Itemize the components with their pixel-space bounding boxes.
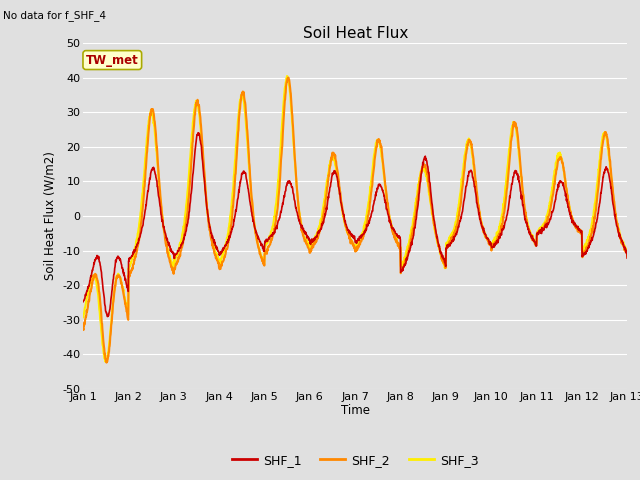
Y-axis label: Soil Heat Flux (W/m2): Soil Heat Flux (W/m2) [44,152,57,280]
Text: TW_met: TW_met [86,54,139,67]
Legend: SHF_1, SHF_2, SHF_3: SHF_1, SHF_2, SHF_3 [227,449,484,472]
X-axis label: Time: Time [340,404,370,417]
Text: No data for f_SHF_4: No data for f_SHF_4 [3,10,106,21]
Title: Soil Heat Flux: Soil Heat Flux [303,25,408,41]
